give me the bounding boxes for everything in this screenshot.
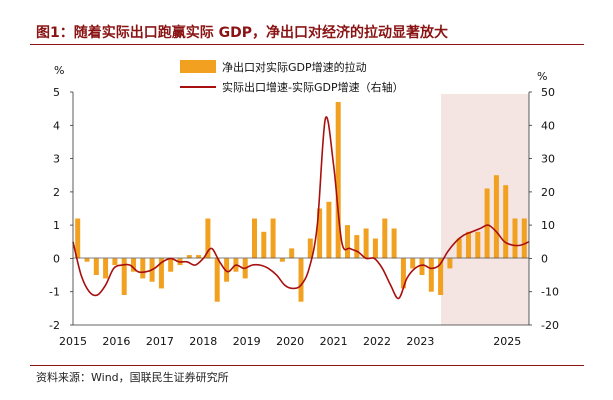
bar-34 <box>391 228 397 259</box>
x-tick-label: 2018 <box>189 335 217 348</box>
right-tick-label: -10 <box>541 286 559 299</box>
bar-45 <box>493 175 499 259</box>
left-tick-label: 4 <box>53 119 60 132</box>
left-tick-label: -1 <box>49 286 60 299</box>
legend: 净出口对实际GDP增速的拉动 实际出口增速-实际GDP增速（右轴） <box>180 60 404 94</box>
bar-41 <box>456 238 462 259</box>
left-tick-label: 1 <box>53 219 60 232</box>
left-tick-label: 5 <box>53 86 60 99</box>
right-tick-label: -20 <box>541 319 559 332</box>
x-tick-label: 2017 <box>146 335 174 348</box>
x-tick-label: 2022 <box>363 335 391 348</box>
bar-33 <box>382 218 388 259</box>
bar-1 <box>84 258 90 262</box>
bar-35 <box>400 258 406 289</box>
x-tick-label: 2016 <box>102 335 130 348</box>
right-tick-label: 30 <box>541 153 555 166</box>
x-tick-label: 2019 <box>233 335 261 348</box>
bar-23 <box>289 248 295 259</box>
bar-25 <box>307 238 313 259</box>
chart-title: 图1：随着实际出口跑赢实际 GDP，净出口对经济的拉动显著放大 <box>36 25 448 41</box>
bar-46 <box>503 185 509 259</box>
source-note: 资料来源：Wind，国联民生证券研究所 <box>36 371 229 384</box>
bar-2 <box>93 258 99 275</box>
left-tick-label: 0 <box>53 252 60 265</box>
bar-36 <box>410 258 416 269</box>
right-unit-label: % <box>537 70 547 83</box>
line-series <box>72 116 530 300</box>
bar-3 <box>103 258 109 279</box>
x-tick-label: 2015 <box>59 335 87 348</box>
bar-21 <box>270 218 276 259</box>
legend-bar-swatch <box>180 60 216 73</box>
legend-bar-label: 净出口对实际GDP增速的拉动 <box>222 60 367 74</box>
bar-13 <box>196 255 202 259</box>
bar-4 <box>112 258 118 266</box>
bar-6 <box>131 258 136 272</box>
bar-0 <box>75 218 81 259</box>
x-tick-label: 2023 <box>406 335 434 348</box>
title-rule <box>30 44 584 45</box>
bar-7 <box>140 258 146 279</box>
bar-22 <box>279 258 285 262</box>
footer-rule <box>30 365 584 366</box>
left-tick-label: 3 <box>53 153 60 166</box>
bar-42 <box>466 231 471 259</box>
bar-26 <box>317 208 323 259</box>
bar-48 <box>521 218 527 259</box>
left-unit-label: % <box>54 64 64 77</box>
bar-43 <box>475 231 481 259</box>
bar-47 <box>512 218 518 259</box>
right-tick-label: 0 <box>541 252 548 265</box>
bar-19 <box>252 218 257 259</box>
x-tick-label: 2025 <box>493 335 521 348</box>
left-tick-labels: 5 4 3 2 1 0 -1 -2 <box>49 86 73 332</box>
bar-27 <box>326 201 332 259</box>
bar-20 <box>261 231 267 259</box>
bar-5 <box>121 258 127 295</box>
bar-28 <box>335 102 341 259</box>
bar-39 <box>438 258 444 295</box>
bar-44 <box>484 188 490 259</box>
bar-29 <box>345 225 350 259</box>
bar-9 <box>158 258 164 289</box>
x-tick-labels: 2015 2016 2017 2018 2019 2020 2021 2022 2023 2025 <box>59 335 521 348</box>
right-tick-label: 20 <box>541 186 555 199</box>
right-tick-label: 40 <box>541 119 555 132</box>
bar-16 <box>224 258 230 282</box>
bar-40 <box>447 258 453 269</box>
bar-10 <box>168 258 174 272</box>
bar-31 <box>363 228 369 259</box>
right-tick-label: 50 <box>541 86 555 99</box>
bar-24 <box>298 258 304 302</box>
bar-15 <box>214 258 220 302</box>
legend-line-label: 实际出口增速-实际GDP增速（右轴） <box>222 80 404 94</box>
bar-32 <box>372 238 378 259</box>
bar-38 <box>428 258 434 292</box>
right-tick-labels: 50 40 30 20 10 0 -10 -20 <box>529 86 559 332</box>
left-tick-label: 2 <box>53 186 60 199</box>
bar-12 <box>186 255 192 259</box>
left-tick-label: -2 <box>49 319 60 332</box>
x-tick-label: 2020 <box>276 335 304 348</box>
right-tick-label: 10 <box>541 219 555 232</box>
bar-30 <box>354 235 360 259</box>
x-tick-label: 2021 <box>320 335 348 348</box>
bar-14 <box>205 218 211 259</box>
bar-37 <box>419 258 425 275</box>
